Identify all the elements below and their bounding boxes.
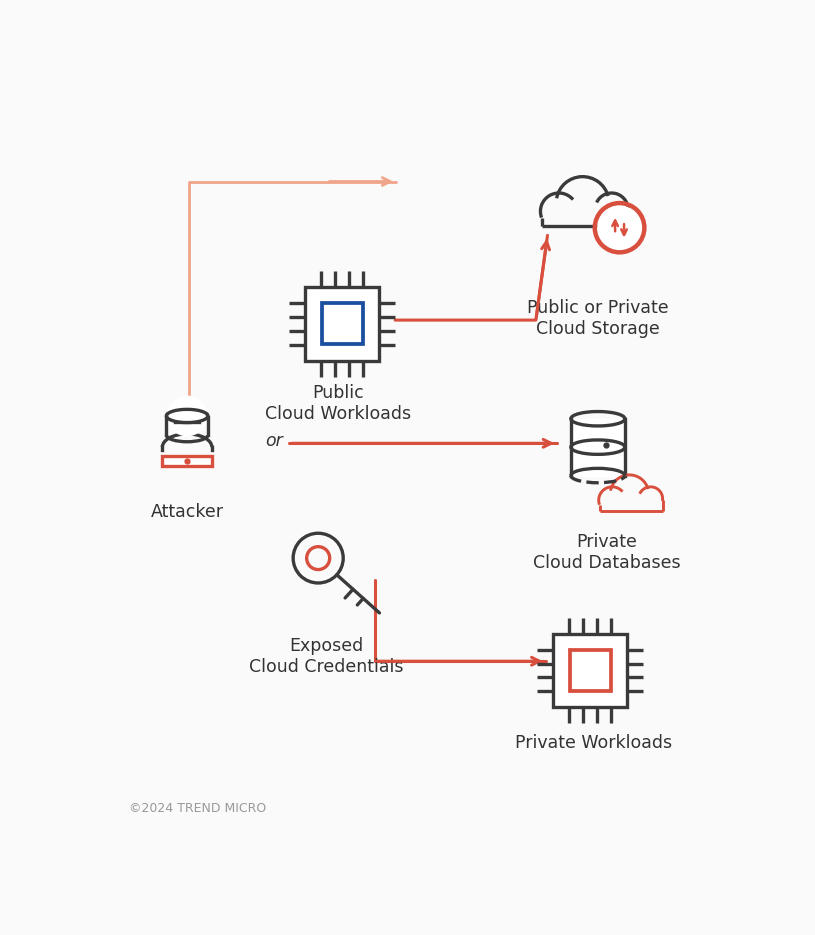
Text: Private
Cloud Databases: Private Cloud Databases [533, 533, 681, 572]
Text: or: or [265, 432, 283, 450]
Text: Public
Cloud Workloads: Public Cloud Workloads [265, 384, 412, 423]
Bar [306, 287, 379, 361]
Text: Public or Private
Cloud Storage: Public or Private Cloud Storage [527, 299, 668, 338]
Bar [553, 634, 627, 707]
Text: Attacker: Attacker [151, 503, 223, 521]
Bar [573, 419, 623, 476]
Circle shape [598, 206, 641, 250]
Bar [570, 650, 610, 691]
Circle shape [167, 396, 207, 436]
Text: Private Workloads: Private Workloads [515, 734, 672, 752]
Text: Exposed
Cloud Credentials: Exposed Cloud Credentials [249, 638, 404, 676]
Text: ©2024 TREND MICRO: ©2024 TREND MICRO [129, 802, 267, 815]
Bar [321, 304, 363, 344]
Bar [162, 456, 212, 466]
